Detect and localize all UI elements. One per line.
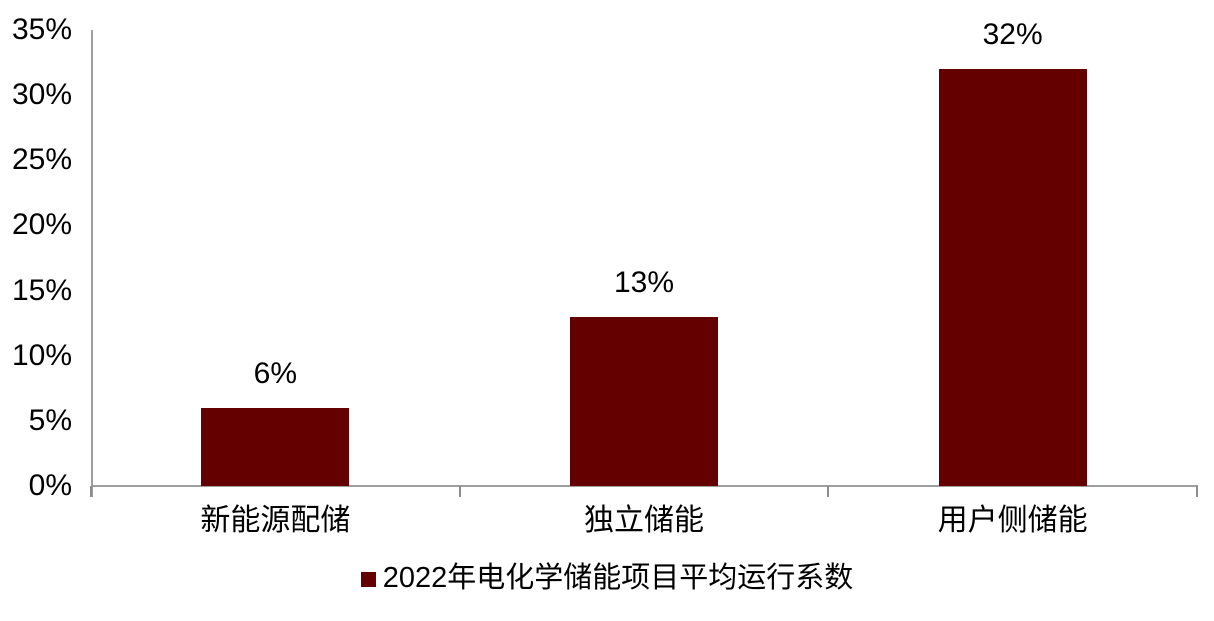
x-axis-tick	[827, 486, 830, 497]
y-tick-label: 20%	[11, 208, 72, 242]
bar	[570, 316, 718, 486]
y-tick-label: 5%	[28, 403, 72, 437]
y-tick-label: 15%	[11, 273, 72, 307]
bar	[938, 69, 1087, 486]
legend-label: 2022年电化学储能项目平均运行系数	[382, 562, 854, 594]
x-category-label: 用户侧储能	[937, 504, 1088, 537]
chart-legend: 2022年电化学储能项目平均运行系数	[0, 560, 1214, 596]
y-tick-label: 30%	[11, 78, 72, 112]
y-tick-label: 35%	[11, 13, 72, 46]
bar-value-label: 32%	[982, 18, 1043, 52]
y-tick-label: 25%	[11, 143, 72, 177]
x-axis-line	[91, 485, 1198, 487]
x-axis-tick	[90, 486, 92, 497]
bar-value-label: 13%	[613, 265, 675, 299]
x-category-label: 新能源配储	[200, 504, 351, 537]
y-axis-line	[91, 30, 93, 497]
bar-value-label: 6%	[253, 356, 297, 390]
x-axis-tick	[1196, 486, 1198, 497]
x-axis-tick	[458, 486, 461, 497]
x-category-label: 独立储能	[584, 504, 704, 537]
y-tick-label: 10%	[11, 338, 72, 372]
legend-square-icon	[360, 572, 376, 587]
y-tick-label: 0%	[28, 469, 72, 502]
bar	[201, 407, 350, 486]
